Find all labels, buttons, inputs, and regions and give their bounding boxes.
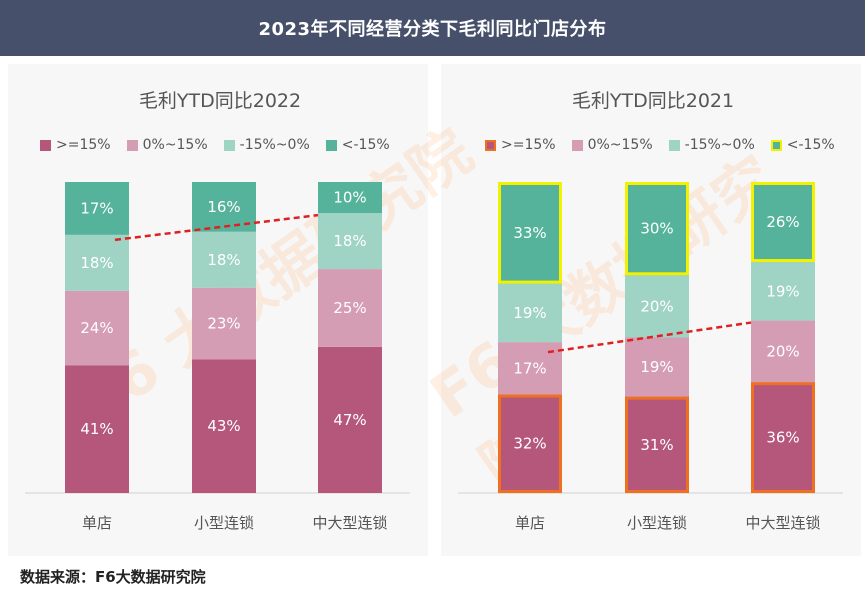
data-label-2022-2-series-3: 18%	[207, 251, 240, 269]
legend-swatch-0-15-2021	[571, 139, 583, 151]
data-label-2021-2-series-3: 20%	[640, 297, 673, 315]
category-label-2021-1: 单店	[515, 514, 545, 532]
chart-title-2022: 毛利YTD同比2022	[138, 90, 302, 112]
bar-highlight-2021-1-series-1	[498, 394, 562, 493]
bar-2021-1-series-3	[498, 283, 562, 343]
legend-item-neg15-0: -15%~0%	[223, 137, 310, 153]
data-label-2022-1-series-2: 24%	[80, 319, 113, 337]
bar-highlight-2021-2-series-1	[625, 396, 689, 493]
legend-item-lt-neg15-2021: <-15%	[770, 137, 835, 153]
legend-item-ge15-2021: >=15%	[485, 137, 556, 153]
bar-2022-1-series-4	[65, 182, 129, 235]
bar-2022-3-series-4	[318, 182, 382, 214]
legend-label-neg15-0-2021: -15%~0%	[684, 137, 755, 153]
bar-2022-3-series-1	[318, 346, 382, 493]
data-label-2021-3-series-1: 36%	[766, 429, 799, 447]
category-label-2022-3: 中大型连锁	[312, 514, 387, 532]
category-label-2022-2: 小型连锁	[194, 514, 254, 532]
legend-swatch-ge15-2021	[485, 139, 496, 151]
data-label-2022-3-series-1: 47%	[333, 411, 366, 429]
legend-swatch-neg15-0	[223, 139, 235, 151]
category-label-2021-2: 小型连锁	[627, 514, 687, 532]
legend-swatch-lt-neg15	[325, 139, 337, 151]
data-label-2021-3-series-4: 26%	[766, 213, 799, 231]
legend-item-0-15-2021: 0%~15%	[571, 137, 653, 153]
legend-label-neg15-0: -15%~0%	[239, 137, 310, 153]
bar-2022-3-series-2	[318, 269, 382, 347]
bar-2022-3-series-3	[318, 213, 382, 270]
bar-2021-3-series-4	[751, 182, 815, 263]
data-label-2022-3-series-4: 10%	[333, 189, 366, 207]
data-label-2021-1-series-4: 33%	[513, 224, 546, 242]
bar-2021-1-series-1	[498, 394, 562, 493]
bar-highlight-2021-3-series-1	[751, 382, 815, 494]
legend-swatch-lt-neg15-2021	[770, 139, 782, 151]
legend-label-ge15-2021: >=15%	[501, 137, 556, 153]
data-label-2022-2-series-2: 23%	[207, 315, 240, 333]
legend-item-neg15-0-2021: -15%~0%	[668, 137, 755, 153]
data-label-2022-2-series-4: 16%	[207, 198, 240, 216]
data-label-2021-1-series-1: 32%	[513, 435, 546, 453]
legend-item-0-15: 0%~15%	[126, 137, 208, 153]
bar-2022-1-series-1	[65, 365, 129, 493]
bar-2021-3-series-1	[751, 382, 815, 493]
bar-2021-2-series-3	[625, 275, 689, 338]
legend-swatch-ge15	[40, 139, 51, 151]
data-label-2021-2-series-2: 19%	[640, 358, 673, 376]
trend-line-2022	[114, 213, 319, 242]
bar-highlight-2021-2-series-4	[625, 182, 689, 276]
legend-label-lt-neg15: <-15%	[341, 137, 390, 153]
data-label-2022-1-series-4: 17%	[80, 199, 113, 217]
data-label-2022-3-series-3: 18%	[333, 232, 366, 250]
header-banner: 2023年不同经营分类下毛利同比门店分布	[0, 0, 865, 56]
data-label-2022-2-series-1: 43%	[207, 417, 240, 435]
legend-swatch-0-15	[126, 139, 138, 151]
bar-2021-2-series-1	[625, 396, 689, 493]
category-label-2021-3: 中大型连锁	[745, 514, 820, 532]
legend-label-ge15: >=15%	[56, 137, 111, 153]
bar-2021-2-series-2	[625, 337, 689, 397]
data-label-2022-1-series-3: 18%	[80, 254, 113, 272]
data-label-2021-2-series-4: 30%	[640, 220, 673, 238]
legend-2021: >=15% 0%~15% -15%~0% <-15%	[485, 137, 835, 153]
data-label-2021-1-series-2: 17%	[513, 359, 546, 377]
legend-item-lt-neg15: <-15%	[325, 137, 390, 153]
trend-line-2021	[547, 321, 752, 354]
bar-highlight-2021-3-series-4	[751, 182, 815, 263]
category-label-2022-1: 单店	[82, 514, 112, 532]
bar-2022-1-series-3	[65, 234, 129, 291]
legend-label-0-15: 0%~15%	[142, 137, 208, 153]
bar-2021-3-series-3	[751, 262, 815, 321]
bar-2021-1-series-4	[498, 182, 562, 284]
bar-2022-2-series-1	[192, 359, 256, 493]
legend-2022: >=15% 0%~15% -15%~0% <-15%	[40, 137, 390, 153]
data-label-2022-1-series-1: 41%	[80, 420, 113, 438]
bar-2022-1-series-2	[65, 290, 129, 366]
legend-item-ge15: >=15%	[40, 137, 111, 153]
bar-2022-2-series-3	[192, 231, 256, 288]
data-label-2021-2-series-1: 31%	[640, 436, 673, 454]
bar-highlight-2021-1-series-4	[498, 182, 562, 284]
bar-2022-2-series-2	[192, 287, 256, 360]
source-footnote: 数据来源：F6大数据研究院	[20, 568, 206, 586]
data-label-2021-3-series-2: 20%	[766, 342, 799, 360]
legend-label-0-15-2021: 0%~15%	[587, 137, 653, 153]
header-title: 2023年不同经营分类下毛利同比门店分布	[258, 19, 607, 40]
legend-label-lt-neg15-2021: <-15%	[786, 137, 835, 153]
data-label-2021-1-series-3: 19%	[513, 304, 546, 322]
bar-2021-3-series-2	[751, 320, 815, 383]
data-label-2021-3-series-3: 19%	[766, 282, 799, 300]
data-label-2022-3-series-2: 25%	[333, 299, 366, 317]
bar-2021-2-series-4	[625, 182, 689, 276]
chart-title-2021: 毛利YTD同比2021	[571, 90, 735, 112]
legend-swatch-neg15-0-2021	[668, 139, 680, 151]
